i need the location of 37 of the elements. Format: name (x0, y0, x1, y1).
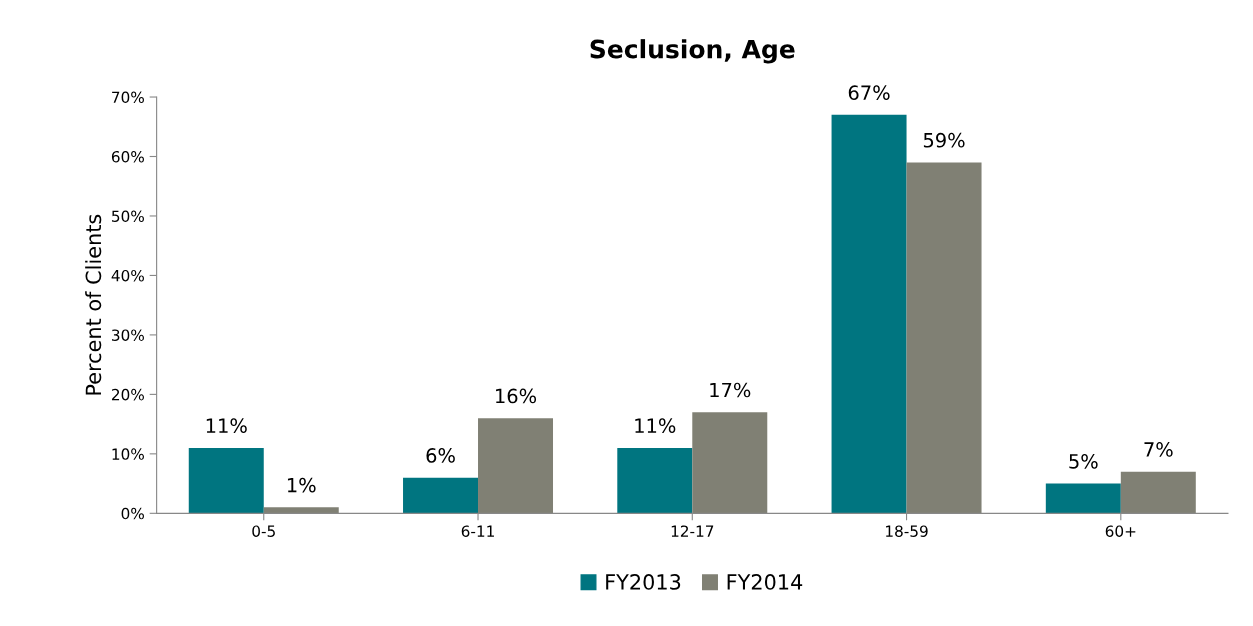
data-label: 7% (1144, 442, 1173, 457)
data-label: 59% (923, 132, 965, 148)
y-tick-label: 0% (121, 507, 144, 520)
bar (617, 447, 693, 514)
x-tick-label: 6-11 (461, 525, 494, 537)
data-label: 11% (206, 418, 247, 434)
data-label: 67% (848, 85, 890, 100)
bar (263, 507, 339, 514)
y-tick-label: 60% (111, 150, 144, 163)
data-label: 6% (426, 448, 455, 463)
y-axis-title: Percent of Clients (85, 214, 102, 395)
bar (188, 447, 264, 514)
y-tick-label: 70% (112, 91, 144, 104)
y-tick-label: 50% (112, 210, 144, 222)
x-tick-label: 12-17 (671, 525, 714, 537)
data-label: 5% (1069, 454, 1098, 469)
data-label: 16% (496, 388, 537, 404)
y-tick-label: 10% (112, 448, 144, 460)
y-tick-label: 20% (111, 388, 144, 401)
x-tick-label: 0-5 (252, 525, 275, 537)
legend-label: FY2014 (727, 574, 803, 590)
x-tick-label: 18-59 (886, 525, 928, 537)
bar (692, 412, 768, 514)
data-label: 11% (635, 418, 676, 434)
legend-label: FY2013 (606, 574, 681, 590)
data-label: 17% (710, 382, 751, 398)
chart-title: Seclusion, Age (590, 39, 795, 64)
bar (906, 162, 982, 514)
data-label: 1% (287, 477, 316, 493)
bar (831, 114, 907, 514)
y-tick-label: 40% (111, 269, 144, 282)
bar (1045, 483, 1121, 514)
bar (403, 477, 479, 514)
bar (1120, 471, 1196, 514)
bar (478, 418, 554, 514)
x-tick-label: 60+ (1105, 525, 1136, 537)
y-tick-label: 30% (112, 329, 144, 341)
